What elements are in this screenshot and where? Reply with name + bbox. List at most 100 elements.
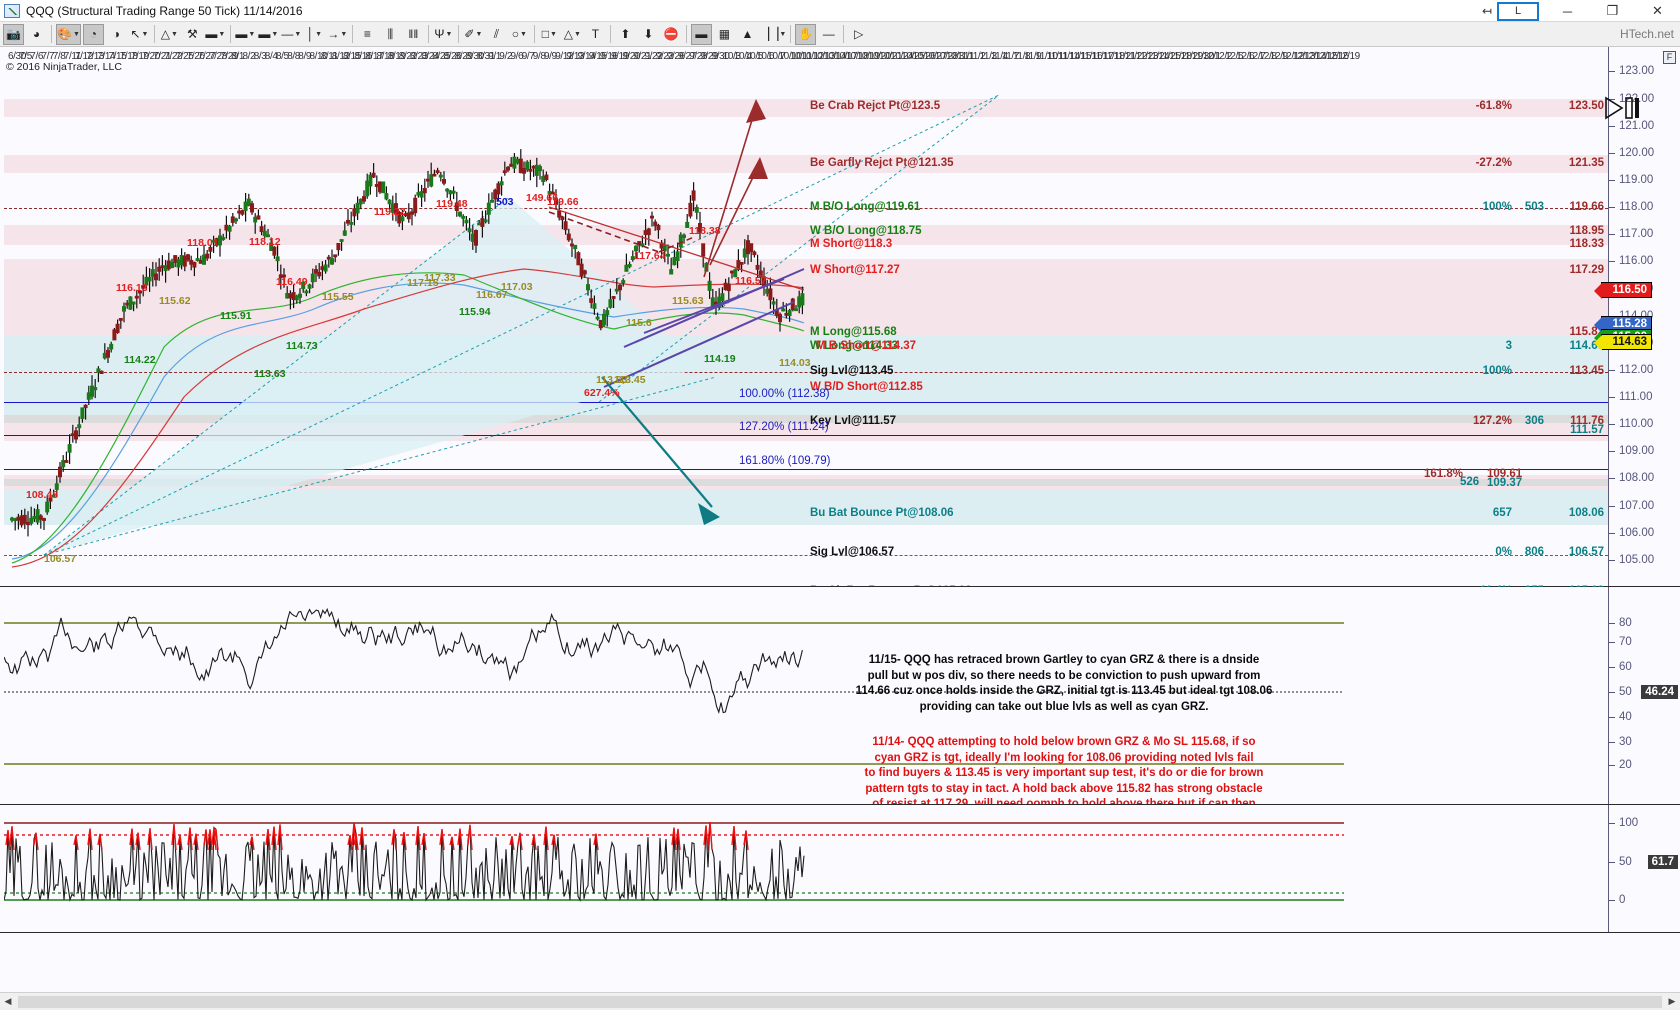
close-button[interactable]: ✕	[1652, 3, 1663, 18]
gann-fan-icon-glyph: ✐	[464, 27, 475, 41]
y-tick-105: 105.00	[1609, 554, 1654, 566]
andrews-pitchfork-icon[interactable]: Ψ ▼	[433, 24, 454, 45]
scroll-thumb[interactable]	[18, 995, 1662, 1008]
chevron-down-icon[interactable]: ▼	[141, 30, 149, 38]
osc-tick-80: 80	[1609, 617, 1632, 629]
date-tick-69: 10/10	[778, 51, 802, 62]
date-tick-labels: 6/30 7/5 7/6 7/7 7/8 7/11 7/12 7/13 7/14 7/15 7/18…	[4, 51, 1608, 73]
fib-extension-icon[interactable]: ⫼	[380, 24, 401, 45]
date-tick-85: 11/1	[957, 51, 975, 62]
date-tick-62: 9/29	[700, 51, 719, 62]
toolbar-separator	[609, 25, 611, 43]
dbl-line-icon[interactable]: ▬ ▼	[235, 24, 256, 45]
osc-tick-40: 40	[1609, 711, 1632, 723]
date-tick-61: 9/28	[689, 51, 708, 62]
fib-retrace-icon[interactable]: ≡	[357, 24, 378, 45]
chevron-down-icon[interactable]: ▼	[271, 30, 279, 38]
oscillator-svg	[4, 607, 1344, 765]
y-tick-121: 121.00	[1609, 120, 1654, 132]
oscillator-pane[interactable]: 11/15- QQQ has retraced brown Gartley to…	[0, 587, 1680, 805]
y-tick-116: 116.00	[1609, 255, 1653, 267]
green-eye-icon[interactable]: ◑	[106, 24, 127, 45]
chevron-down-icon[interactable]: ▼	[72, 30, 80, 38]
play-icon[interactable]: ▷	[848, 24, 869, 45]
magnet-icon[interactable]: —	[818, 24, 839, 45]
ellipse-icon[interactable]: ○ ▼	[509, 24, 530, 45]
chevron-down-icon[interactable]: ▼	[248, 30, 256, 38]
tools-icon[interactable]: ⚒	[182, 24, 203, 45]
price-annotation-5: 119.22	[374, 206, 406, 218]
arrow-line-icon[interactable]: → ▼	[327, 24, 348, 45]
chevron-down-icon[interactable]: ▼	[550, 30, 557, 38]
parallel-channel-icon[interactable]: ⫽	[486, 24, 507, 45]
chevron-down-icon[interactable]: ▼	[445, 30, 453, 38]
data-series-icon[interactable]: 📷	[3, 23, 24, 45]
scroll-right-icon[interactable]: ▶	[1668, 996, 1676, 1006]
crosshair-icon[interactable]: ◕	[26, 24, 47, 45]
hand-icon[interactable]: ✋	[795, 23, 817, 45]
arrow-down-icon[interactable]: ⬇	[638, 24, 659, 45]
chevron-down-icon[interactable]: ▼	[779, 30, 787, 38]
date-tick-113: 12/9	[1269, 51, 1288, 62]
palette-icon[interactable]: 🎨 ▼	[56, 23, 81, 45]
remove-drawings-icon[interactable]: ⛔	[661, 24, 682, 45]
date-tick-51: 9/14	[577, 51, 596, 62]
ellipse-icon-glyph: ○	[511, 27, 520, 41]
global-drawing-icon[interactable]: ▬	[690, 23, 712, 45]
triple-line-icon-glyph: ▬	[258, 27, 271, 41]
date-tick-118: 12/16	[1325, 51, 1349, 62]
candles-icon[interactable]: ▕▕ ▼	[760, 24, 786, 45]
y-tick-118: 118.00	[1609, 201, 1653, 213]
fib-timezone-icon[interactable]: ‖‖	[403, 24, 424, 45]
date-tick-60: 9/27	[678, 51, 696, 62]
toolbar-separator	[533, 25, 535, 43]
chevron-down-icon[interactable]: ▼	[218, 30, 226, 38]
rectangle-icon[interactable]: □ ▼	[539, 24, 560, 45]
chevron-down-icon[interactable]: ▼	[171, 30, 178, 38]
chevron-down-icon[interactable]: ▼	[475, 30, 483, 38]
level-label-m-long: M Long@115.68	[810, 326, 897, 338]
price-annotation-27: 113.63	[596, 374, 628, 386]
f-indicator-box[interactable]: F	[1663, 51, 1676, 64]
maximize-button[interactable]: ❐	[1606, 3, 1619, 18]
dbl-line-icon-glyph: ▬	[235, 27, 248, 41]
fib-points-icon[interactable]: △ ▼	[159, 24, 180, 45]
date-tick-33: 8/18	[376, 51, 395, 62]
oscillator-plot-area[interactable]: 11/15- QQQ has retraced brown Gartley to…	[4, 587, 1608, 804]
vertical-line-icon[interactable]: │ ▼	[304, 24, 325, 45]
plain-line-icon[interactable]: — ▼	[281, 24, 302, 45]
pointer-icon[interactable]: ↖ ▼	[129, 24, 150, 45]
text-tool-icon[interactable]: T	[585, 24, 606, 45]
triangle-icon[interactable]: △ ▼	[562, 24, 583, 45]
layout-button[interactable]: L	[1497, 1, 1539, 21]
chevron-down-icon[interactable]: ▼	[315, 30, 323, 38]
pct-161-8: 161.8%	[1424, 468, 1464, 480]
gann-fan-icon[interactable]: ✐ ▼	[463, 24, 484, 45]
price-plot-area[interactable]: 108.48 106.57 116.13 118.01 118.12 119.22 119.…	[4, 47, 1608, 586]
date-tick-0: 6/30	[8, 51, 26, 62]
chevron-down-icon[interactable]: ▼	[574, 30, 581, 38]
chevron-down-icon[interactable]: ▼	[520, 30, 527, 38]
fib-label-fib-161: 161.80% (109.79)	[739, 455, 831, 467]
arrow-up-icon[interactable]: ⬆	[615, 24, 636, 45]
minimize-button[interactable]: ─	[1562, 3, 1573, 19]
chevron-down-icon[interactable]: ▼	[340, 30, 348, 38]
color-wheel-icon[interactable]: ◔	[82, 23, 104, 45]
osc-tick-20: 20	[1609, 759, 1632, 771]
triple-line-icon[interactable]: ▬ ▼	[258, 24, 279, 45]
horizontal-scrollbar[interactable]: ◀ ▶	[0, 992, 1680, 1010]
date-tick-14: 7/22	[164, 51, 183, 62]
line-m-bo-long	[4, 208, 1608, 209]
chevron-down-icon[interactable]: ▼	[294, 30, 302, 38]
price-pane[interactable]: 108.48 106.57 116.13 118.01 118.12 119.22 119.…	[0, 47, 1680, 597]
y-tick-119: 119.00	[1609, 174, 1653, 186]
chart-trader-icon[interactable]: ▲	[737, 24, 758, 45]
scroll-left-icon[interactable]: ◀	[4, 996, 12, 1006]
histogram-plot-area[interactable]	[4, 805, 1608, 932]
histogram-pane[interactable]: 100 50 0 61.7	[0, 805, 1680, 933]
bid-tag: 115.28	[1594, 316, 1652, 333]
back-arrow-icon[interactable]: ↤	[1481, 4, 1493, 18]
note-1115-line-0: 11/15- QQQ has retraced brown Gartley to…	[868, 654, 1260, 666]
thick-line-icon[interactable]: ▬ ▼	[205, 24, 226, 45]
data-box-icon[interactable]: ▦	[714, 24, 735, 45]
